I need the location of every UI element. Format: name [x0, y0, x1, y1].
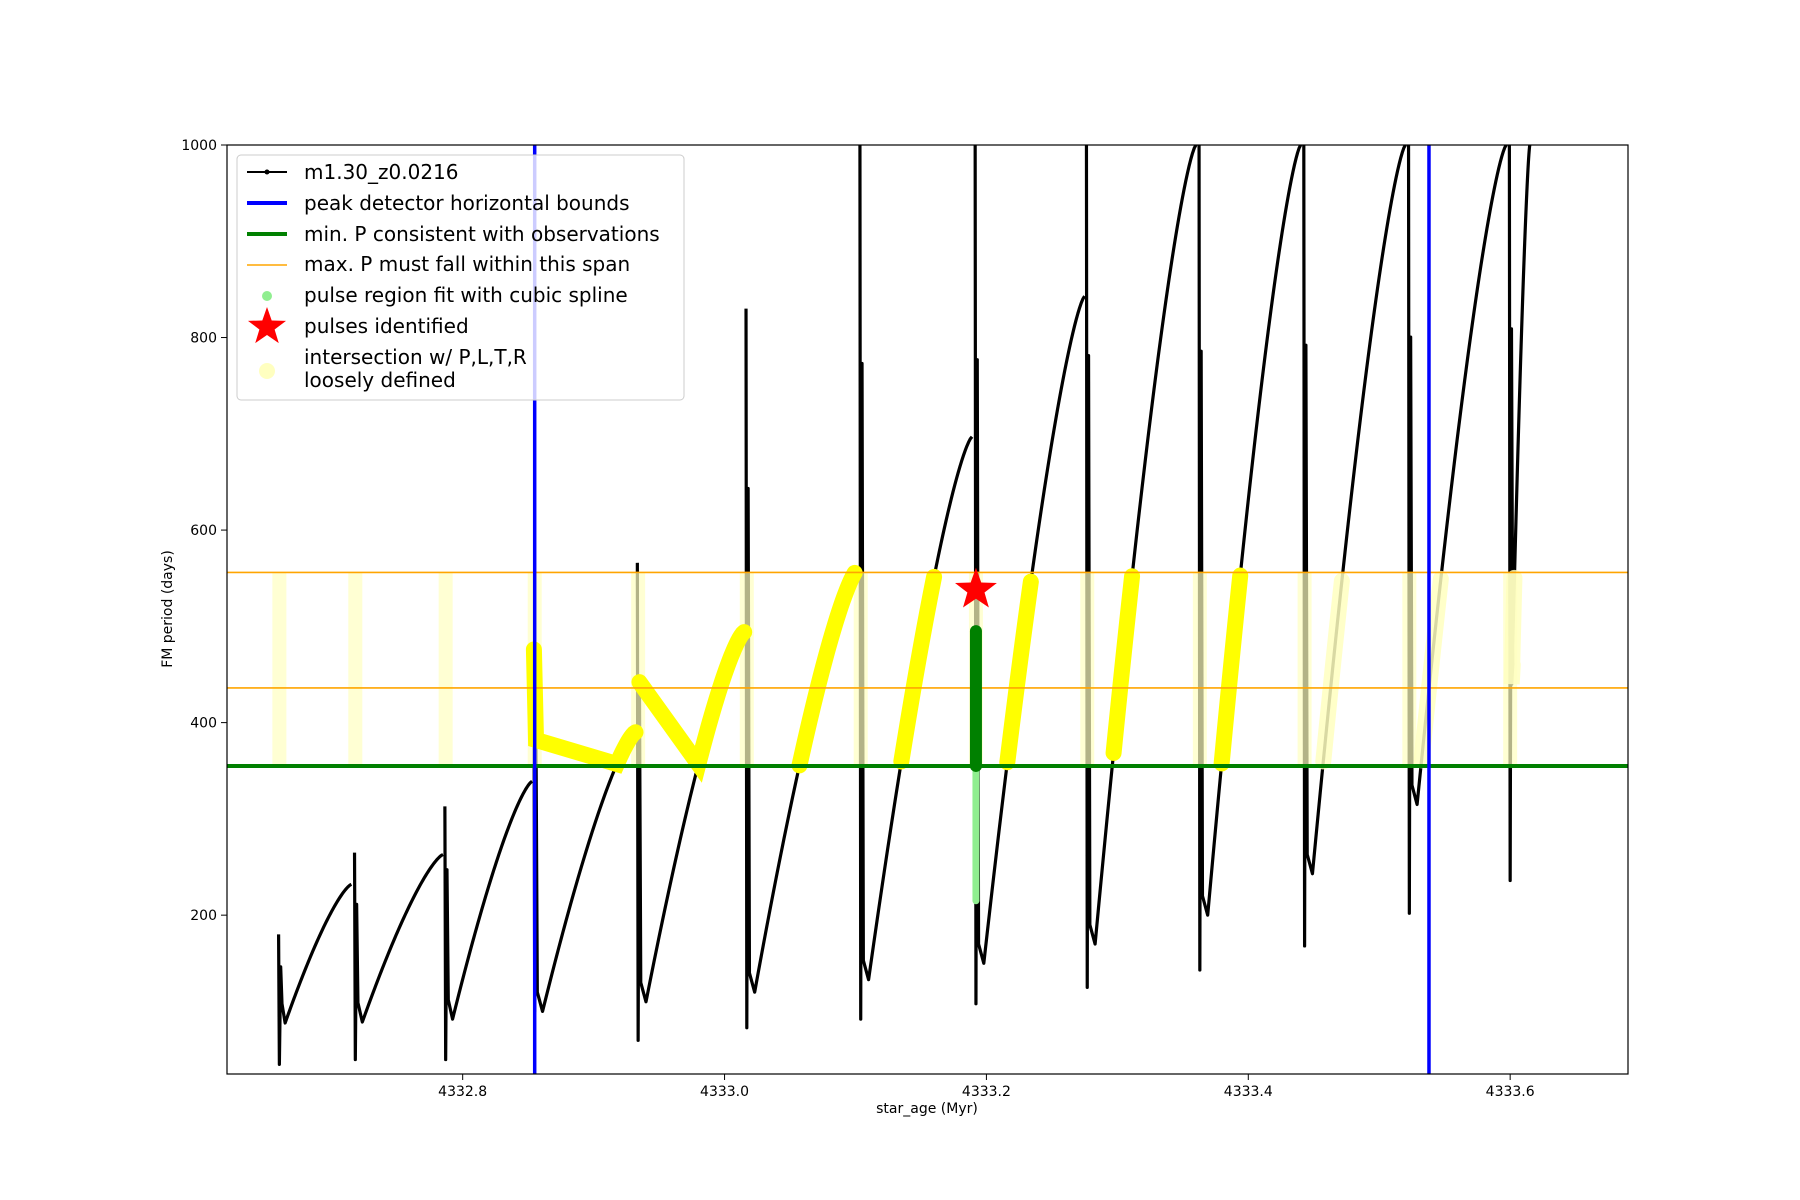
y-tick-label: 200 [190, 908, 217, 924]
y-tick-label: 400 [190, 716, 217, 732]
x-tick-label: 4333.6 [1486, 1084, 1535, 1100]
x-tick-label: 4333.4 [1224, 1084, 1273, 1100]
track-segment [276, 882, 353, 1066]
legend-label-track: m1.30_z0.0216 [304, 160, 459, 184]
intersection-series [525, 564, 1249, 783]
x-tick-label: 4332.8 [438, 1084, 487, 1100]
legend-handle-loose [259, 363, 275, 379]
y-axis: 200 400 600 800 1000 [181, 138, 227, 924]
legend-label-loose: intersection w/ P,L,T,R [304, 345, 527, 369]
legend-label-minP: min. P consistent with observations [304, 222, 660, 246]
legend-label-peak: peak detector horizontal bounds [304, 191, 630, 215]
legend: m1.30_z0.0216 peak detector horizontal b… [236, 154, 685, 401]
x-axis-label: star_age (Myr) [876, 1101, 978, 1117]
legend-label-pulses: pulses identified [304, 314, 469, 338]
legend-label-spline: pulse region fit with cubic spline [304, 283, 628, 307]
axes-frame [226, 144, 1629, 1075]
pulse-star-marker [955, 567, 997, 608]
track-segment [1197, 145, 1303, 972]
loose-intersection-series [272, 569, 1523, 770]
track-segment [1084, 145, 1198, 989]
y-tick-label: 1000 [181, 138, 217, 154]
legend-label-maxP: max. P must fall within this span [304, 252, 630, 276]
intersection-segment [525, 641, 644, 774]
intersection-segment [999, 573, 1039, 771]
legend-marker-track [264, 169, 270, 175]
intersection-segment [791, 564, 863, 774]
intersection-segment [1413, 570, 1449, 769]
legend-label-loose-2: loosely defined [304, 368, 456, 392]
legend-handles [247, 169, 287, 379]
intersection-segment [1315, 572, 1350, 770]
legend-box [236, 154, 685, 401]
y-axis-label: FM period (days) [160, 550, 176, 668]
intersection-segment [1213, 567, 1249, 772]
intersection-segment [1105, 568, 1141, 761]
intersection-segment [631, 624, 753, 783]
x-axis: 4332.8 4333.0 4333.2 4333.4 4333.6 [438, 1074, 1535, 1100]
plot-area [227, 145, 1628, 1074]
legend-handle-spline [262, 291, 272, 301]
legend-handle-pulses [247, 307, 287, 344]
track-segment [443, 780, 534, 1062]
track-segment [352, 852, 444, 1062]
y-tick-label: 600 [190, 523, 217, 539]
y-tick-label: 800 [190, 331, 217, 347]
x-tick-label: 4333.2 [962, 1084, 1011, 1100]
intersection-segment [893, 568, 943, 770]
x-tick-label: 4333.0 [700, 1084, 749, 1100]
